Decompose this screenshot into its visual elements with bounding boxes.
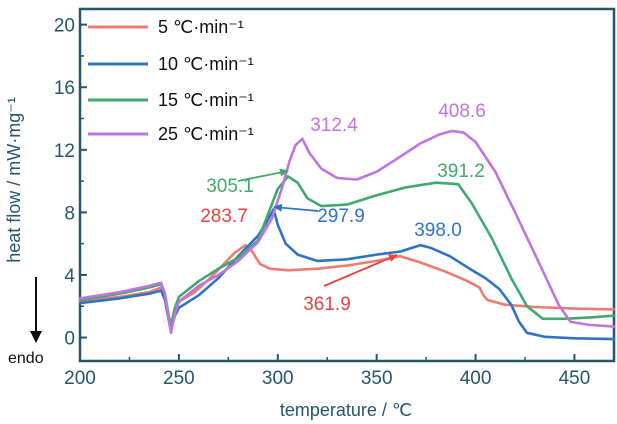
arrow-297-9: [273, 203, 319, 212]
x-tick-label: 200: [64, 368, 96, 389]
x-tick-label: 350: [361, 368, 393, 389]
peak-label: 297.9: [317, 206, 365, 227]
peak-label: 312.4: [310, 115, 358, 136]
series-line-4: [78, 129, 616, 335]
x-tick-label: 300: [262, 368, 294, 389]
series-layer: [78, 129, 616, 341]
arrow-361-9: [323, 254, 398, 287]
y-tick-label: 4: [64, 266, 75, 287]
y-tick-label: 8: [64, 203, 75, 224]
y-tick-label: 16: [54, 78, 75, 99]
peak-annotations: 312.4 408.6 305.1 391.2 283.7 297.9 398.0 361.9: [200, 101, 486, 315]
y-tick-label: 20: [54, 16, 75, 37]
x-tick-label: 400: [460, 368, 492, 389]
x-tick-label: 450: [559, 368, 591, 389]
x-axis-title: temperature / ℃: [280, 400, 412, 420]
endo-label: endo: [8, 350, 44, 367]
legend-label: 25 ℃·min⁻¹: [158, 124, 254, 144]
y-tick-label: 12: [54, 141, 75, 162]
peak-label: 391.2: [437, 161, 485, 182]
legend-label: 5 ℃·min⁻¹: [158, 17, 244, 37]
plot-frame: [78, 7, 616, 363]
peak-label: 361.9: [303, 294, 351, 315]
endo-arrowhead-icon: [30, 331, 42, 343]
y-tick-label: 0: [64, 329, 75, 350]
peak-label: 283.7: [200, 206, 248, 227]
legend: 5 ℃·min⁻¹ 10 ℃·min⁻¹ 15 ℃·min⁻¹ 25 ℃·min⁻¹: [88, 17, 254, 144]
series-line-2: [78, 207, 616, 341]
arrow-305-1: [237, 168, 289, 182]
axis-ticks: [79, 23, 576, 361]
legend-label: 15 ℃·min⁻¹: [158, 90, 254, 110]
x-tick-label: 250: [163, 368, 195, 389]
y-axis-title: heat flow / mW·mg⁻¹: [4, 97, 24, 263]
peak-label: 398.0: [414, 220, 462, 241]
legend-label: 10 ℃·min⁻¹: [158, 54, 254, 74]
peak-label: 305.1: [206, 176, 254, 197]
axis-tick-labels: 200 250 300 350 400 450 0 4 8 12 16 20: [54, 16, 590, 389]
peak-label: 408.6: [438, 101, 486, 122]
